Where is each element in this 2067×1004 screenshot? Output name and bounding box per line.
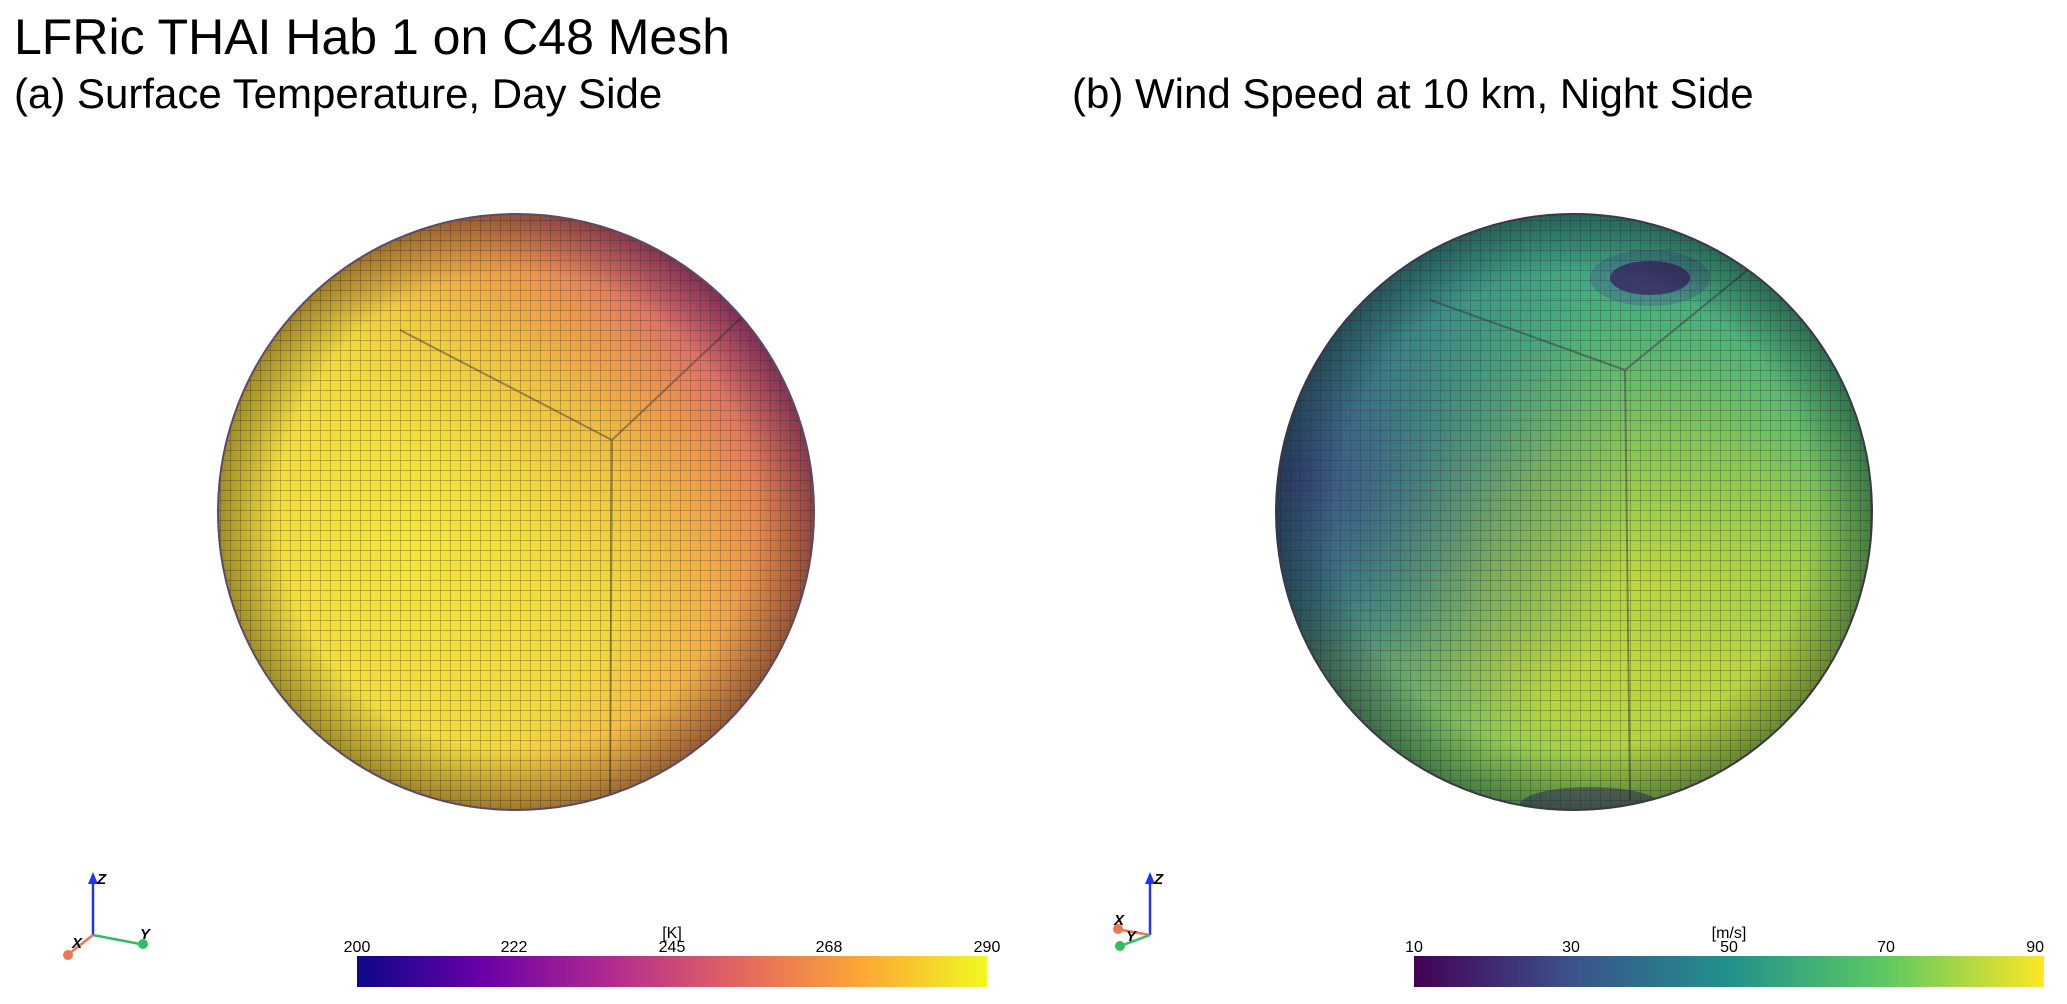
panel-b-colorbar-tick: 10: [1405, 939, 1423, 956]
panel-a-colorbar: [K] 200 222 245 268 290: [344, 925, 1001, 987]
y-axis-arrow-icon: [138, 939, 148, 949]
z-axis-arrow-icon: [88, 872, 98, 884]
panel-b-colorbar-tick: 70: [1877, 939, 1895, 956]
panel-b-colorbar-unit: [m/s]: [1712, 925, 1747, 942]
panel-a-colorbar-tick: 222: [501, 939, 528, 956]
panel-a-colorbar-gradient: [357, 956, 987, 987]
panel-b-subtitle: (b) Wind Speed at 10 km, Night Side: [1072, 70, 1754, 117]
panel-b-colorbar-tick: 90: [2026, 939, 2044, 956]
panel-b-colorbar-gradient: [1414, 956, 2044, 987]
panel-a-x-label: X: [71, 935, 83, 952]
panel-a-y-label: Y: [140, 926, 152, 943]
panel-b-axes-triad: Z X Y: [1113, 871, 1164, 951]
panel-b-sphere: [1275, 213, 1873, 811]
panel-a-colorbar-tick: 290: [974, 939, 1001, 956]
panel-b-colorbar-tick: 50: [1720, 939, 1738, 956]
panel-b-y-label: Y: [1126, 928, 1138, 945]
figure-title: LFRic THAI Hab 1 on C48 Mesh: [14, 9, 731, 65]
panel-b-z-label: Z: [1153, 871, 1164, 888]
panel-a-colorbar-tick: 200: [344, 939, 371, 956]
y-axis-arrow-icon: [1115, 941, 1125, 951]
panel-a-colorbar-tick: 268: [816, 939, 843, 956]
panel-b-colorbar: [m/s] 10 30 50 70 90: [1405, 925, 2044, 987]
panel-a-colorbar-unit: [K]: [662, 925, 682, 942]
x-axis-arrow-icon: [63, 950, 73, 960]
panel-a-sphere: [217, 213, 815, 811]
x-axis-arrow-icon: [1113, 924, 1123, 934]
z-axis-arrow-icon: [1145, 872, 1155, 884]
panel-b-colorbar-tick: 30: [1562, 939, 1580, 956]
panel-a-subtitle: (a) Surface Temperature, Day Side: [14, 70, 663, 117]
panel-a-colorbar-tick: 245: [659, 939, 686, 956]
panel-b-x-label: X: [1113, 912, 1125, 929]
panel-a-z-label: Z: [96, 871, 107, 888]
panel-a-axes-triad: Z Y X: [63, 871, 152, 960]
